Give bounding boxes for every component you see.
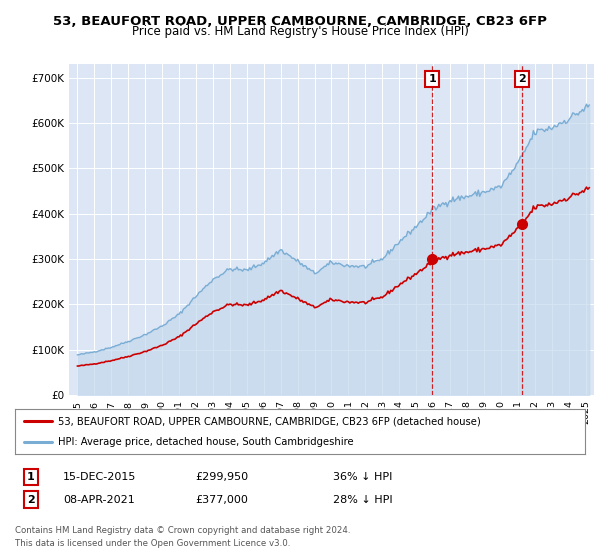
Text: 53, BEAUFORT ROAD, UPPER CAMBOURNE, CAMBRIDGE, CB23 6FP (detached house): 53, BEAUFORT ROAD, UPPER CAMBOURNE, CAMB… bbox=[58, 416, 481, 426]
Text: 15-DEC-2015: 15-DEC-2015 bbox=[63, 472, 136, 482]
Text: £377,000: £377,000 bbox=[195, 494, 248, 505]
Text: Contains HM Land Registry data © Crown copyright and database right 2024.: Contains HM Land Registry data © Crown c… bbox=[15, 526, 350, 535]
Text: 36% ↓ HPI: 36% ↓ HPI bbox=[333, 472, 392, 482]
Text: 28% ↓ HPI: 28% ↓ HPI bbox=[333, 494, 392, 505]
Text: £299,950: £299,950 bbox=[195, 472, 248, 482]
Text: This data is licensed under the Open Government Licence v3.0.: This data is licensed under the Open Gov… bbox=[15, 539, 290, 548]
Text: 08-APR-2021: 08-APR-2021 bbox=[63, 494, 135, 505]
Text: 2: 2 bbox=[518, 74, 526, 84]
Text: HPI: Average price, detached house, South Cambridgeshire: HPI: Average price, detached house, Sout… bbox=[58, 437, 353, 447]
Text: 1: 1 bbox=[27, 472, 35, 482]
Text: 2: 2 bbox=[27, 494, 35, 505]
Text: 53, BEAUFORT ROAD, UPPER CAMBOURNE, CAMBRIDGE, CB23 6FP: 53, BEAUFORT ROAD, UPPER CAMBOURNE, CAMB… bbox=[53, 15, 547, 28]
Text: 1: 1 bbox=[428, 74, 436, 84]
Text: Price paid vs. HM Land Registry's House Price Index (HPI): Price paid vs. HM Land Registry's House … bbox=[131, 25, 469, 39]
